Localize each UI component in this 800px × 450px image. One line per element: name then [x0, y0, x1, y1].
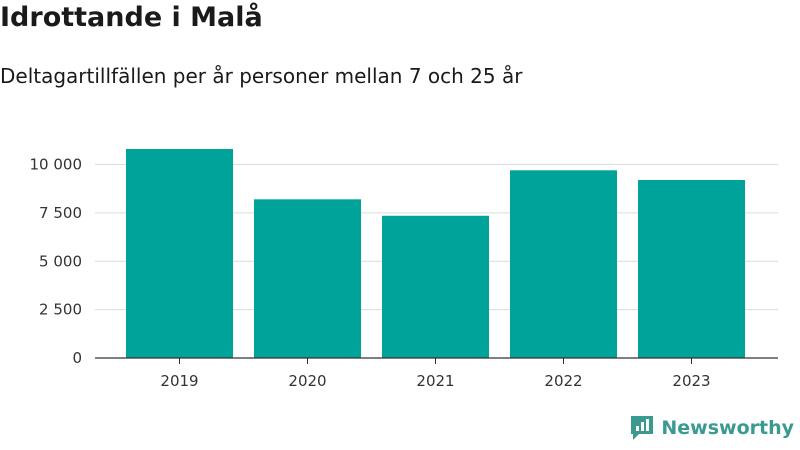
brand-name: Newsworthy [661, 417, 794, 439]
x-tick-label: 2021 [416, 372, 454, 390]
y-tick-label: 7 500 [39, 204, 82, 222]
y-tick-label: 2 500 [39, 301, 82, 319]
y-tick-label: 0 [72, 349, 82, 367]
chart-subtitle: Deltagartillfällen per år personer mella… [0, 64, 523, 88]
bar-2020 [254, 199, 361, 358]
x-tick-label: 2019 [160, 372, 198, 390]
x-tick-label: 2020 [288, 372, 326, 390]
chart-title: Idrottande i Malå [0, 2, 263, 33]
x-tick-label: 2023 [672, 372, 710, 390]
bar-2021 [382, 215, 489, 358]
bar-2023 [638, 179, 745, 358]
x-tick-label: 2022 [544, 372, 582, 390]
bar-2019 [126, 149, 233, 358]
y-tick-label: 10 000 [30, 156, 83, 174]
y-tick-label: 5 000 [39, 252, 82, 270]
brand-logo: Newsworthy [629, 414, 794, 442]
axes: 0 2 500 5 000 7 500 10 000 2019 2020 2021 2022 20… [30, 156, 778, 390]
bar-2022 [510, 170, 617, 358]
bars [126, 149, 745, 358]
newsworthy-logo-icon [631, 416, 654, 440]
